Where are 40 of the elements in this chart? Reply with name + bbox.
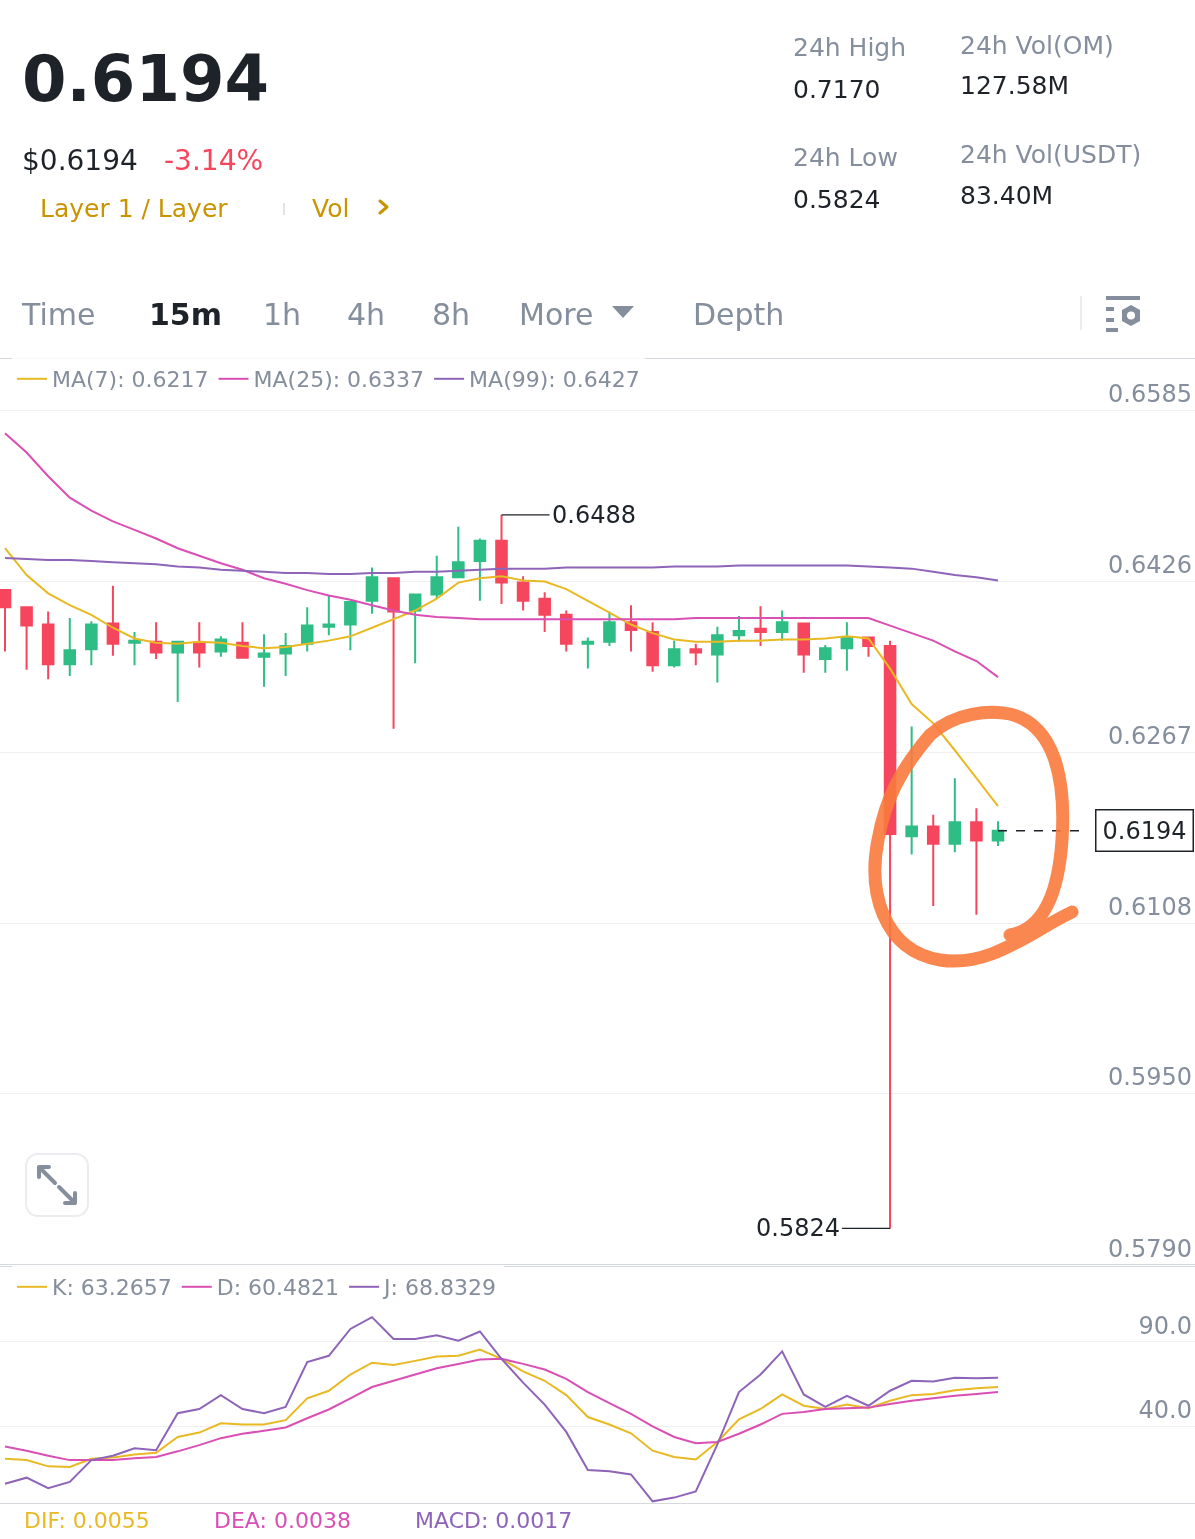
text: Depth: [693, 297, 785, 332]
text: 0.5824: [793, 185, 881, 214]
text: 24h Low: [793, 143, 898, 172]
y-tick-label: 0.6585: [1108, 380, 1192, 409]
legend-label: K: 63.2657: [51, 1275, 172, 1301]
text: Time: [22, 297, 96, 332]
text: 15m: [149, 297, 223, 332]
text: 24h Vol(OM): [960, 31, 1114, 60]
text: 4h: [347, 297, 386, 332]
legend-label: J: 68.8329: [382, 1275, 496, 1301]
text: DIF: 0.0055: [24, 1508, 150, 1533]
ref-line-label: 0.6194: [1102, 816, 1187, 845]
text: $0.6194: [22, 144, 138, 177]
y-tick-label: 0.5950: [1108, 1062, 1192, 1091]
text: 0.6194: [22, 42, 269, 116]
text: More: [519, 297, 594, 332]
text: 24h High: [793, 33, 907, 62]
y-tick-label: 0.6267: [1108, 721, 1192, 750]
legend-label: MA(25): 0.6337: [253, 367, 425, 393]
text: 24h Vol(USDT): [960, 140, 1142, 169]
text: 8h: [432, 297, 471, 332]
legend-label: MA(7): 0.6217: [51, 367, 209, 393]
legend-label: D: 60.4821: [216, 1275, 340, 1301]
text: 1h: [263, 297, 302, 332]
text: DEA: 0.0038: [214, 1508, 351, 1533]
text: Vol: [312, 194, 350, 223]
text: 83.40M: [960, 181, 1054, 210]
text: -3.14%: [164, 144, 264, 177]
text: 0.7170: [793, 75, 881, 104]
y-tick-label: 0.5790: [1108, 1234, 1192, 1263]
y-tick-label: 0.6426: [1108, 551, 1192, 580]
annotation: 0.6488: [552, 501, 636, 529]
text: MACD: 0.0017: [415, 1508, 573, 1533]
y-tick-label: 0.6108: [1108, 892, 1192, 921]
text: Layer 1 / Layer: [40, 194, 228, 223]
annotation: 0.5824: [756, 1214, 840, 1242]
text: 127.58M: [960, 71, 1070, 100]
y-tick-label: 40.0: [1138, 1395, 1192, 1424]
y-tick-label: 90.0: [1138, 1311, 1192, 1340]
legend-label: MA(99): 0.6427: [469, 367, 640, 393]
